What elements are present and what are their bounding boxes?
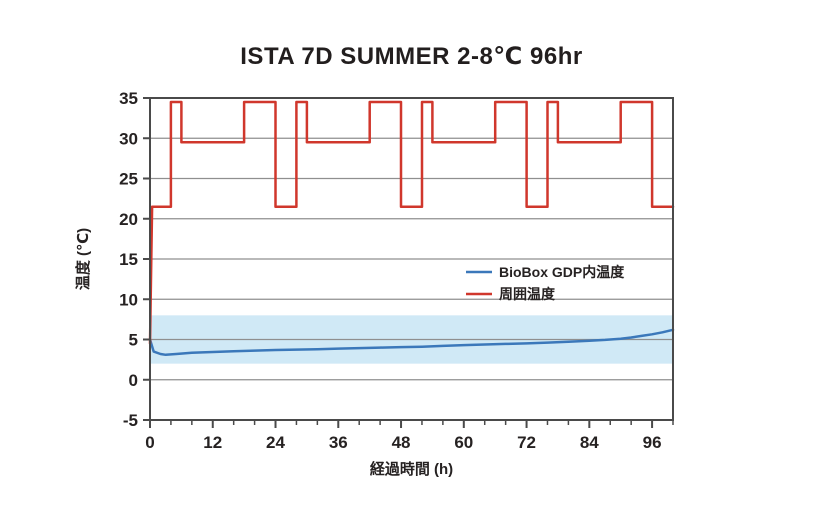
y-axis-label: 温度 (℃) [74, 228, 92, 290]
y-tick-label: 5 [129, 331, 138, 350]
x-axis-label: 経過時間 (h) [370, 460, 453, 478]
y-tick-label: 30 [119, 129, 138, 148]
y-tick-label: -5 [123, 411, 138, 430]
chart-title: ISTA 7D SUMMER 2-8℃ 96hr [240, 43, 583, 70]
x-tick-label: 0 [145, 433, 154, 452]
legend-label-biobox-inner-temp: BioBox GDP内温度 [499, 264, 625, 280]
series-line-ambient-temp [148, 100, 675, 345]
y-tick-label: 20 [119, 210, 138, 229]
y-tick-label: 25 [119, 170, 138, 189]
series-line-biobox-inner-temp [148, 328, 675, 357]
x-tick-label: 60 [454, 433, 473, 452]
y-tick-label: 35 [119, 89, 138, 108]
y-tick-label: 0 [129, 371, 138, 390]
x-tick-label: 72 [517, 433, 536, 452]
x-tick-label: 84 [580, 433, 599, 452]
y-tick-label: 10 [119, 290, 138, 309]
y-tick-label: 15 [119, 250, 138, 269]
legend-label-ambient-temp: 周囲温度 [499, 286, 556, 302]
x-tick-label: 96 [643, 433, 662, 452]
x-tick-label: 12 [203, 433, 222, 452]
x-tick-label: 48 [392, 433, 411, 452]
x-tick-label: 24 [266, 433, 285, 452]
x-tick-label: 36 [329, 433, 348, 452]
